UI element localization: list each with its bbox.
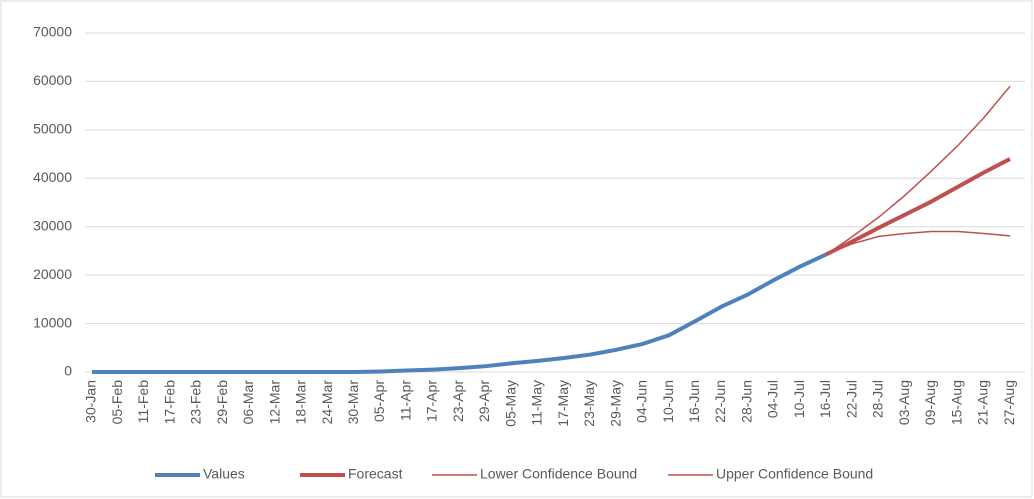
x-tick-label: 04-Jun — [634, 380, 650, 423]
x-tick-label: 10-Jul — [791, 380, 807, 418]
y-tick-label: 20000 — [33, 266, 72, 282]
x-tick-label: 09-Aug — [922, 380, 938, 425]
x-tick-label: 11-Feb — [135, 380, 151, 424]
x-tick-label: 21-Aug — [975, 380, 991, 425]
x-tick-label: 18-Mar — [293, 380, 309, 425]
y-tick-label: 70000 — [33, 24, 72, 40]
x-tick-label: 10-Jun — [660, 380, 676, 423]
x-tick-label: 28-Jul — [870, 380, 886, 418]
x-tick-label: 23-Apr — [450, 380, 466, 422]
x-tick-label: 16-Jul — [817, 380, 833, 418]
series-line — [826, 85, 1011, 255]
y-tick-label: 0 — [64, 363, 72, 379]
x-tick-label: 17-May — [555, 380, 571, 427]
x-tick-label: 15-Aug — [948, 380, 964, 425]
legend-label: Upper Confidence Bound — [716, 466, 873, 482]
y-tick-label: 30000 — [33, 217, 72, 233]
legend-label: Forecast — [348, 466, 403, 482]
x-tick-label: 28-Jun — [738, 380, 754, 423]
x-tick-label: 29-Feb — [214, 380, 230, 425]
x-tick-label: 23-Feb — [188, 380, 204, 425]
x-tick-label: 12-Mar — [266, 380, 282, 425]
x-tick-label: 04-Jul — [765, 380, 781, 418]
x-tick-label: 29-May — [607, 380, 623, 427]
x-tick-label: 11-May — [529, 380, 545, 426]
x-tick-label: 11-Apr — [397, 380, 413, 421]
y-tick-label: 60000 — [33, 72, 72, 88]
legend-label: Lower Confidence Bound — [480, 466, 637, 482]
x-tick-label: 23-May — [581, 380, 597, 427]
y-tick-label: 10000 — [33, 314, 72, 330]
x-tick-label: 17-Feb — [161, 380, 177, 425]
x-tick-label: 30-Jan — [83, 380, 99, 423]
x-tick-label: 05-May — [502, 380, 518, 427]
x-tick-label: 16-Jun — [686, 380, 702, 423]
legend-label: Values — [203, 466, 245, 482]
x-tick-label: 05-Apr — [371, 380, 387, 422]
series-line — [92, 252, 828, 374]
x-tick-label: 17-Apr — [424, 380, 440, 422]
x-tick-label: 05-Feb — [109, 380, 125, 425]
x-tick-label: 30-Mar — [345, 380, 361, 425]
x-tick-label: 06-Mar — [240, 380, 256, 425]
x-tick-label: 22-Jun — [712, 380, 728, 423]
x-tick-label: 03-Aug — [896, 380, 912, 425]
series-line — [826, 230, 1011, 256]
y-tick-label: 40000 — [33, 169, 72, 185]
y-tick-label: 50000 — [33, 121, 72, 137]
x-tick-label: 24-Mar — [319, 380, 335, 425]
x-tick-label: 22-Jul — [843, 380, 859, 418]
series-line — [825, 157, 1011, 257]
x-tick-label: 29-Apr — [476, 380, 492, 422]
x-tick-label: 27-Aug — [1001, 380, 1017, 425]
